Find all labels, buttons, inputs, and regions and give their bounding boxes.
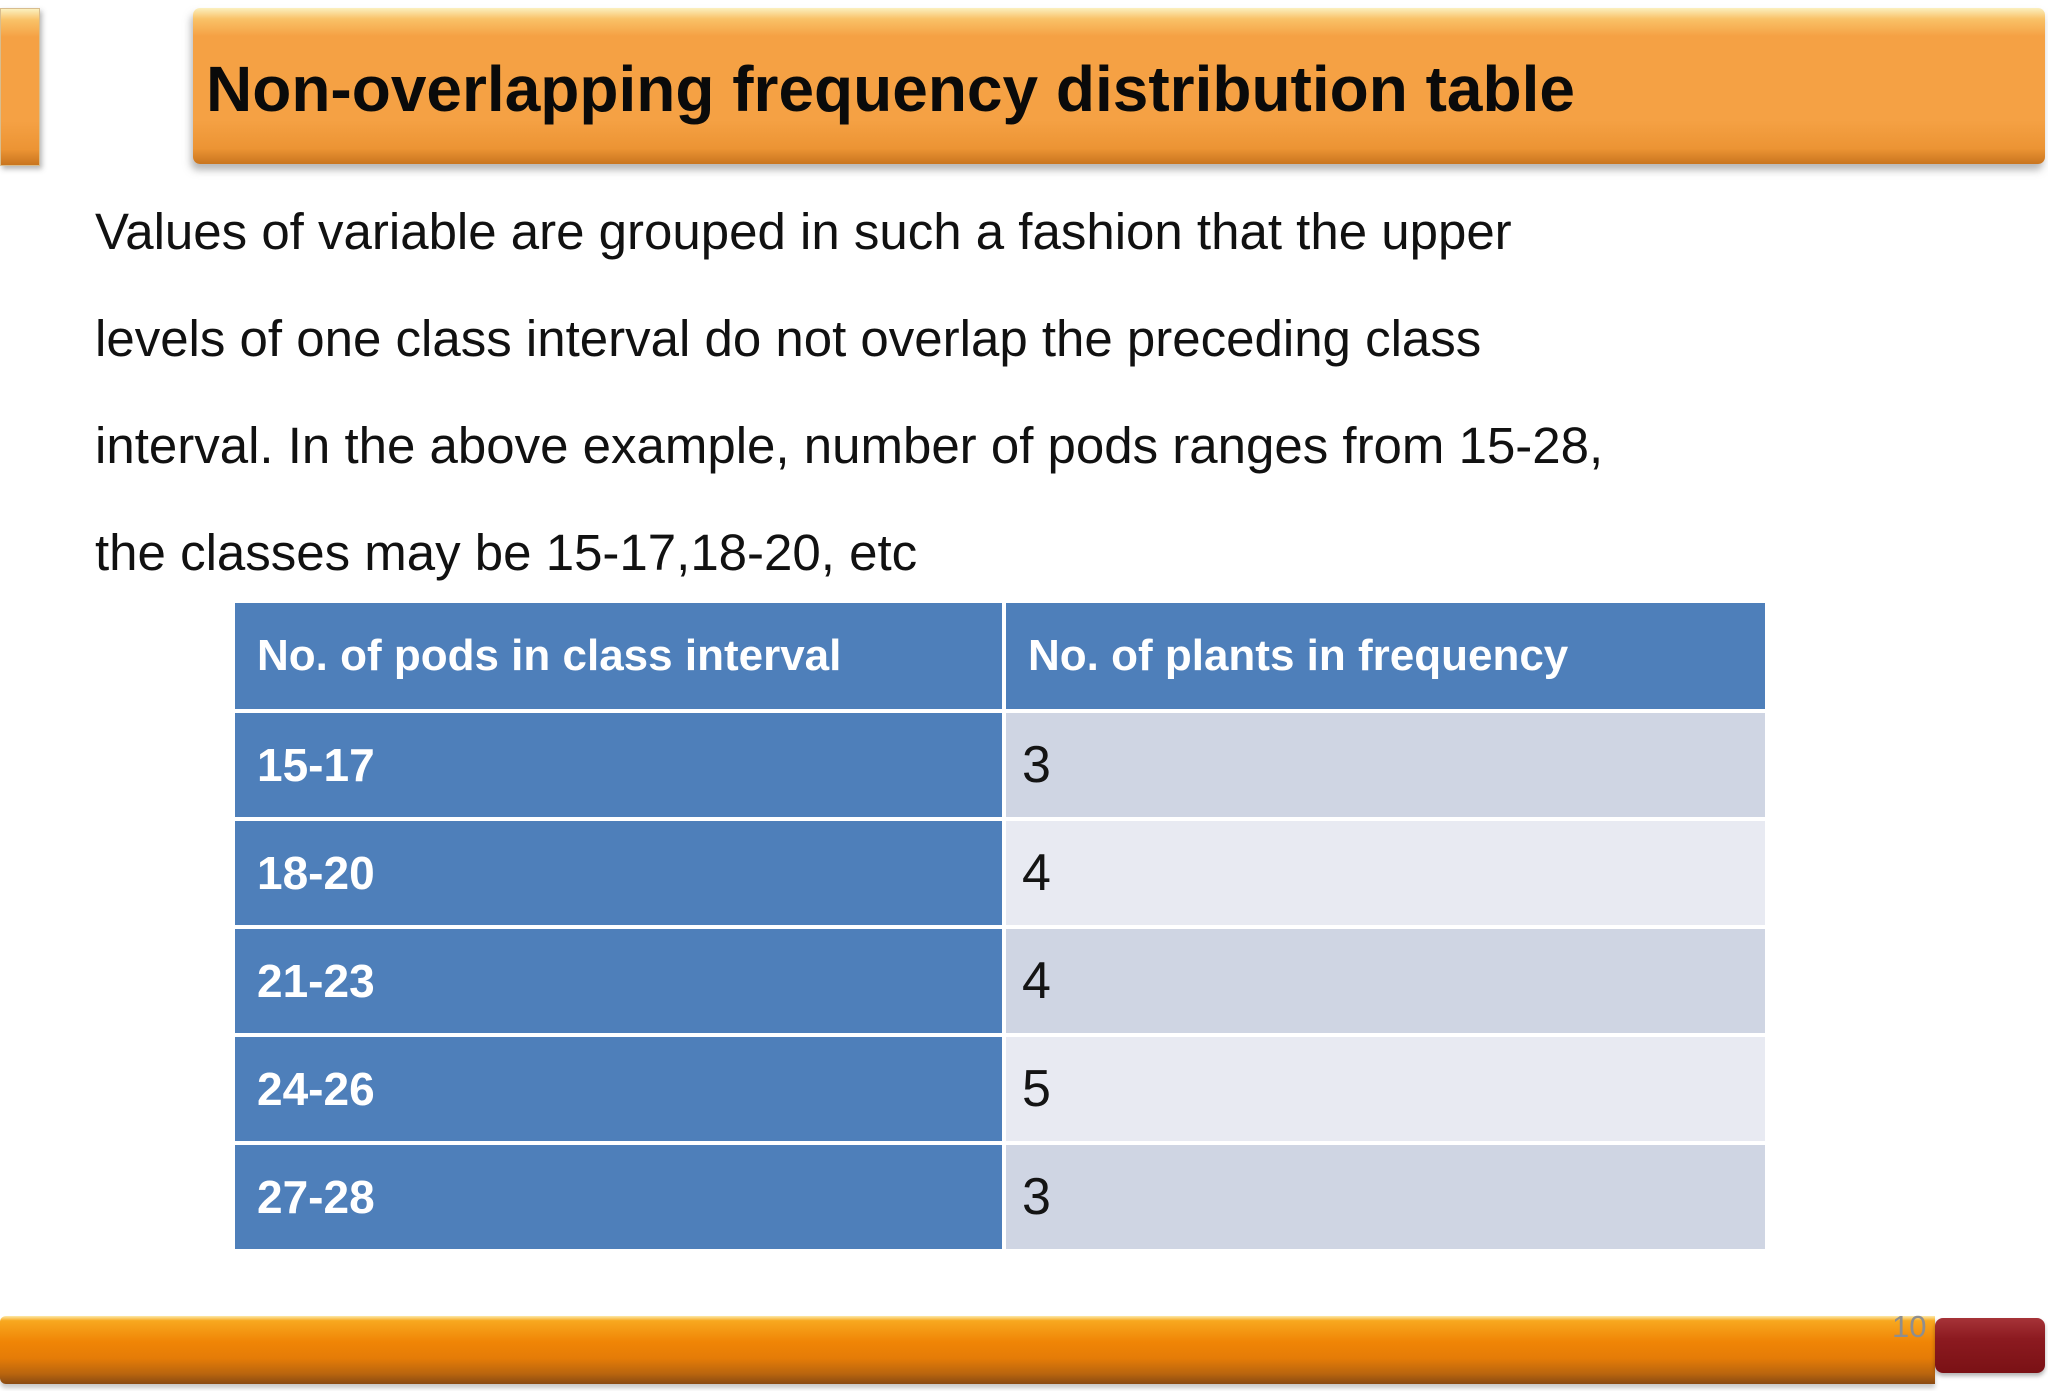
table-row-frequency: 3 [1006,1145,1765,1249]
page-number: 10 [1892,1309,1927,1344]
body-line-4: the classes may be 15-17,18-20, etc [95,524,918,581]
table-row-frequency: 4 [1006,929,1765,1033]
footer-accent-bar [0,1316,1935,1384]
title-banner: Non-overlapping frequency distribution t… [193,8,2045,164]
table-row-frequency: 3 [1006,713,1765,817]
left-accent-bar [0,8,40,166]
body-paragraph: Values of variable are grouped in such a… [95,196,1955,624]
table-row-frequency: 4 [1006,821,1765,925]
table-header-plants-frequency: No. of plants in frequency [1006,603,1765,709]
table-row-interval: 15-17 [235,713,1002,817]
body-line-3: interval. In the above example, number o… [95,417,1604,474]
table-row-interval: 24-26 [235,1037,1002,1141]
frequency-table: No. of pods in class interval No. of pla… [235,603,1765,1249]
table-row-interval: 18-20 [235,821,1002,925]
table-row-interval: 27-28 [235,1145,1002,1249]
table-row-interval: 21-23 [235,929,1002,1033]
slide-title: Non-overlapping frequency distribution t… [206,53,1575,125]
table-row-frequency: 5 [1006,1037,1765,1141]
maroon-accent-block [1935,1318,2045,1373]
table-header-pods-interval: No. of pods in class interval [235,603,1002,709]
body-line-2: levels of one class interval do not over… [95,310,1482,367]
body-line-1: Values of variable are grouped in such a… [95,203,1512,260]
